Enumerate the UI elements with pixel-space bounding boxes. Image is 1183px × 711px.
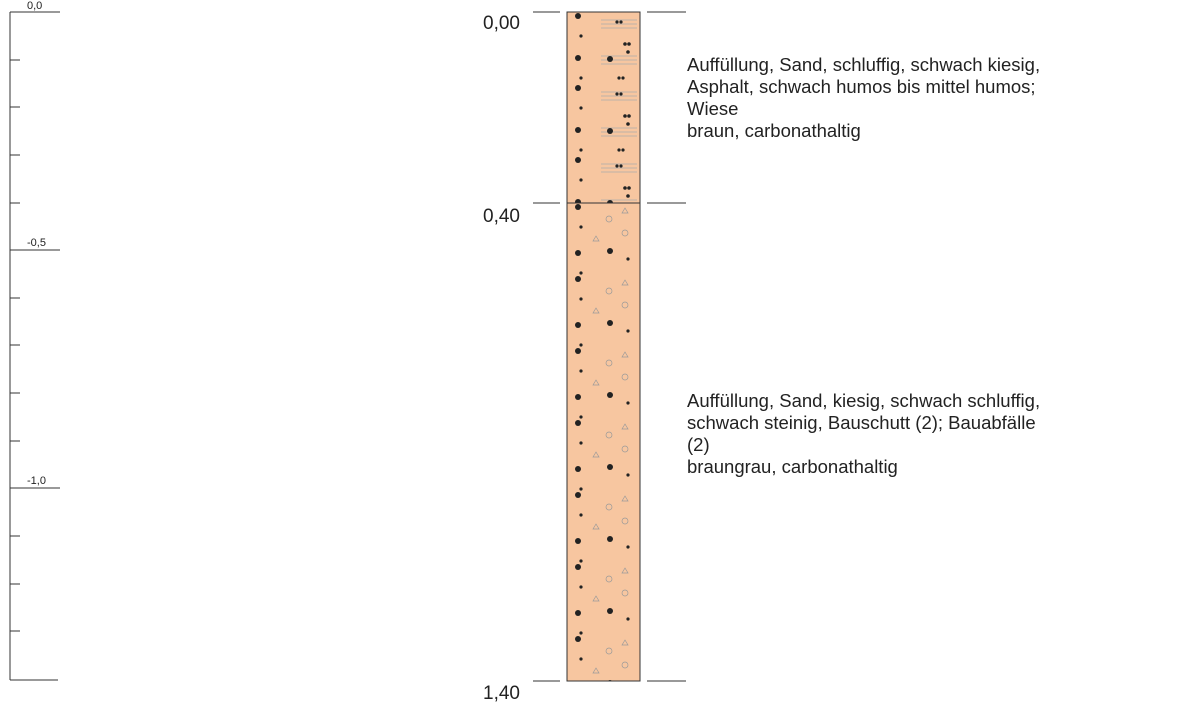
borehole-log: 0,0 -0,5 -1,0 0,00 0,40 1,40 Auffüllung,… — [0, 0, 1183, 711]
layer-pattern — [567, 203, 640, 681]
description-line: schwach steinig, Bauschutt (2); Bauabfäl… — [687, 412, 1036, 433]
scale-label: -0,5 — [27, 237, 46, 249]
description-line: braun, carbonathaltig — [687, 120, 861, 141]
scale-label: -1,0 — [27, 475, 46, 487]
layer-description: Auffüllung, Sand, schluffig, schwach kie… — [687, 54, 1040, 141]
depth-scale: 0,0 -0,5 -1,0 — [10, 0, 60, 680]
description-line: Wiese — [687, 98, 738, 119]
depth-label: 1,40 — [483, 683, 520, 704]
depth-label: 0,00 — [483, 13, 520, 34]
description-line: braungrau, carbonathaltig — [687, 456, 898, 477]
description-line: Auffüllung, Sand, kiesig, schwach schluf… — [687, 390, 1040, 411]
description-line: Asphalt, schwach humos bis mittel humos; — [687, 76, 1036, 97]
scale-label: 0,0 — [27, 0, 42, 12]
description-line: Auffüllung, Sand, schluffig, schwach kie… — [687, 54, 1040, 75]
soil-column: 0,00 0,40 1,40 — [483, 12, 686, 704]
depth-label: 0,40 — [483, 206, 520, 227]
layer-pattern — [567, 12, 640, 203]
layer-description: Auffüllung, Sand, kiesig, schwach schluf… — [687, 390, 1040, 477]
description-line: (2) — [687, 434, 710, 455]
